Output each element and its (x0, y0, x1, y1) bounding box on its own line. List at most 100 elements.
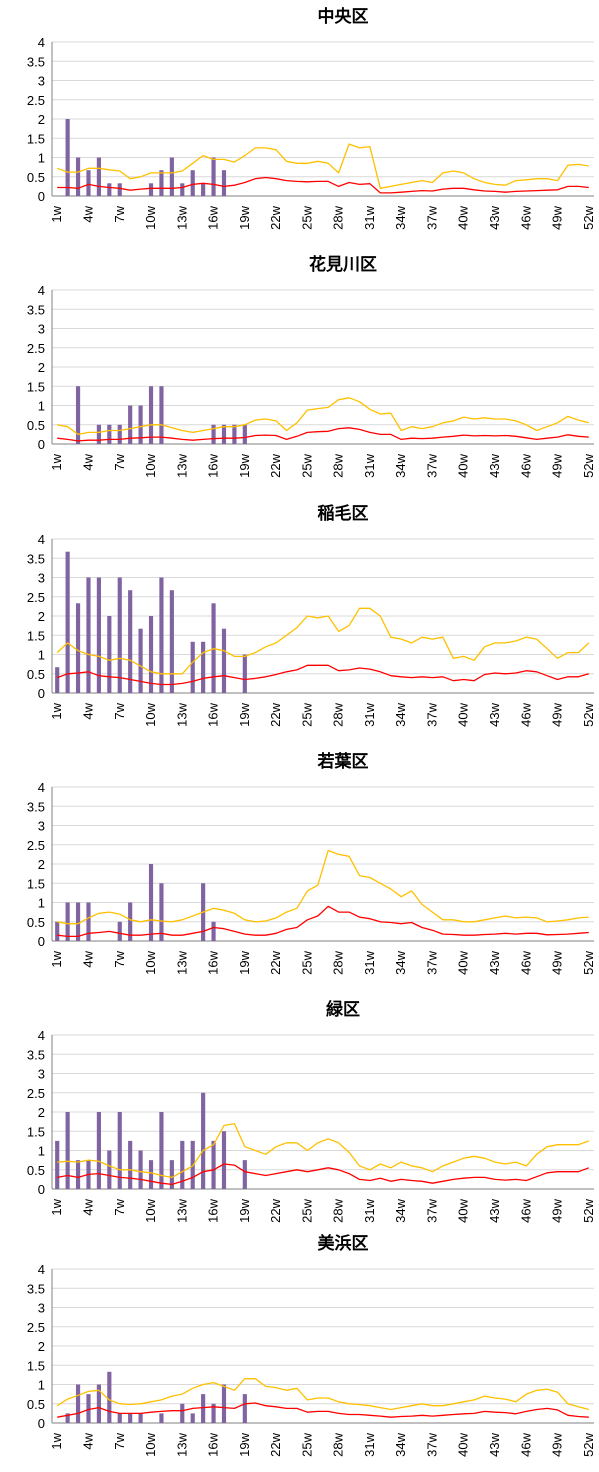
x-tick-label: 43w (487, 950, 502, 974)
x-tick-label: 49w (550, 453, 565, 477)
series-line-2 (57, 176, 589, 194)
x-tick-label: 16w (206, 702, 221, 726)
bar (159, 577, 164, 693)
x-tick-label: 7w (112, 950, 127, 967)
bar (117, 1413, 122, 1423)
x-tick-label: 34w (393, 1432, 408, 1456)
x-tick-label: 46w (518, 453, 533, 477)
bar (211, 1403, 216, 1423)
x-tick-label: 4w (80, 1432, 95, 1449)
chart-panel-midori: 緑区 0 0.5 1 1.5 2 2.5 3 3.5 4 1w 4w 7w 10w 13w 16w 19w 22w… (0, 993, 599, 1238)
x-tick-label: 28w (331, 702, 346, 726)
bar (169, 157, 174, 196)
bar (117, 424, 122, 444)
bar (96, 1384, 101, 1423)
x-tick-label: 40w (456, 453, 471, 477)
series-line-1 (57, 397, 589, 436)
chart-title: 稲毛区 (318, 503, 369, 524)
x-tick-label: 25w (299, 1432, 314, 1456)
x-tick-label: 1w (49, 453, 64, 470)
x-tick-label: 31w (362, 1432, 377, 1456)
x-tick-label: 22w (268, 205, 283, 229)
x-tick-label: 31w (362, 950, 377, 974)
x-tick-label: 28w (331, 205, 346, 229)
x-tick-label: 4w (80, 205, 95, 222)
y-tick-label: 0 (38, 934, 45, 949)
y-tick-label: 2 (38, 112, 45, 127)
x-tick-label: 25w (299, 702, 314, 726)
bar (128, 590, 133, 693)
y-tick-label: 3 (38, 74, 45, 89)
chart-title: 美浜区 (318, 1233, 369, 1254)
bar (138, 1413, 143, 1423)
y-tick-label: 3.5 (27, 799, 45, 814)
y-tick-label: 0.5 (27, 418, 45, 433)
x-tick-label: 37w (424, 1432, 439, 1456)
x-tick-label: 25w (299, 453, 314, 477)
series-line-2 (57, 1402, 589, 1418)
bar (148, 1160, 154, 1189)
x-tick-label: 13w (174, 1198, 189, 1222)
y-tick-label: 0 (38, 437, 45, 452)
x-tick-label: 34w (393, 702, 408, 726)
bar (55, 1140, 60, 1189)
bar (96, 577, 101, 693)
y-tick-label: 1.5 (27, 876, 45, 891)
x-tick-label: 13w (174, 702, 189, 726)
series-line-2 (57, 905, 589, 938)
bar (242, 1160, 247, 1189)
bar (75, 603, 81, 693)
bar (201, 641, 206, 693)
x-tick-label: 49w (550, 1432, 565, 1456)
chart-svg: 稲毛区 0 0.5 1 1.5 2 2.5 3 3.5 4 1w 4w 7w 10w 13w 16w 19w 22… (27, 503, 596, 727)
x-tick-label: 25w (299, 205, 314, 229)
y-tick-label: 3 (38, 819, 45, 834)
y-tick-label: 0 (38, 1416, 45, 1431)
gridlines (52, 289, 594, 426)
bar (221, 424, 227, 444)
x-tick-label: 46w (518, 1432, 533, 1456)
x-tick-label: 46w (518, 1198, 533, 1222)
x-tick-label: 4w (80, 702, 95, 719)
x-tick-label: 28w (331, 453, 346, 477)
chart-panel-wakaba: 若葉区 0 0.5 1 1.5 2 2.5 3 3.5 4 1w 4w 7w 10w 13w 16w 19w 22… (0, 745, 599, 990)
bar (180, 1140, 185, 1189)
x-tick-label: 19w (237, 1198, 252, 1222)
bar (96, 157, 101, 196)
x-tick-label: 10w (143, 205, 158, 229)
x-tick-label: 31w (362, 702, 377, 726)
x-tick-label: 7w (112, 1432, 127, 1449)
bar (148, 616, 154, 693)
chart-title: 中央区 (318, 6, 369, 27)
y-tick-label: 3 (38, 1301, 45, 1316)
x-tick-label: 7w (112, 702, 127, 719)
chart-svg: 美浜区 0 0.5 1 1.5 2 2.5 3 3.5 4 1w 4w 7w 10w 13w 16w 19w 22… (27, 1233, 596, 1457)
bar (65, 902, 70, 941)
bar (65, 551, 70, 693)
x-tick-label: 31w (362, 453, 377, 477)
gridlines (52, 786, 594, 923)
x-tick-label: 49w (550, 1198, 565, 1222)
y-tick-label: 1 (38, 648, 45, 663)
x-tick-label: 28w (331, 950, 346, 974)
y-tick-label: 0.5 (27, 1163, 45, 1178)
x-tick-label: 52w (581, 950, 596, 974)
x-tick-label: 25w (299, 950, 314, 974)
y-tick-label: 4 (38, 532, 45, 547)
y-tick-label: 2.5 (27, 590, 45, 605)
bar (159, 1413, 164, 1423)
y-tick-label: 1.5 (27, 1358, 45, 1373)
bar (75, 1384, 81, 1423)
bar (107, 1371, 112, 1423)
y-tick-label: 4 (38, 35, 45, 50)
x-tick-label: 49w (550, 702, 565, 726)
y-tick-label: 2 (38, 857, 45, 872)
y-tick-label: 3.5 (27, 1047, 45, 1062)
gridlines (52, 1034, 594, 1171)
bar (86, 577, 91, 693)
bar (148, 183, 154, 196)
bar (128, 405, 133, 444)
x-tick-label: 43w (487, 205, 502, 229)
y-tick-label: 2 (38, 1339, 45, 1354)
x-tick-label: 10w (143, 1198, 158, 1222)
